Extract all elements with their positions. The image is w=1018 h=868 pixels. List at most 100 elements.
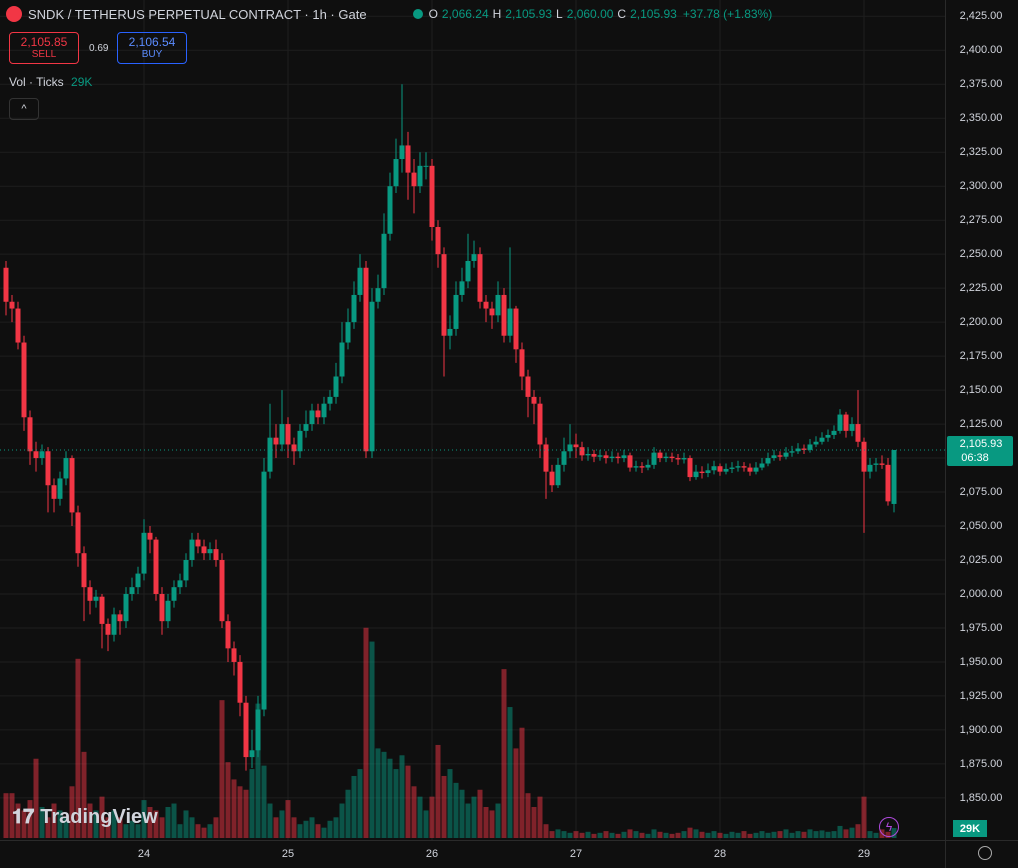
candle-body [165,600,171,622]
volume-bar [537,796,543,838]
volume-bar [507,707,513,838]
volume-bar [249,769,255,838]
candle-body [429,165,435,227]
candle-body [717,466,723,472]
volume-bar [573,831,579,838]
y-tick-label: 1,925.00 [960,690,1003,702]
volume-bar [795,831,801,838]
y-tick-label: 2,325.00 [960,146,1003,158]
ohlc-key: C [617,7,627,21]
candle-body [777,455,783,457]
candle-body [843,414,849,431]
volume-bar [153,810,159,838]
collapse-button[interactable]: ^ [9,98,39,120]
brand-icon: 𝟏𝟕 [12,806,35,828]
candle-body [597,455,603,457]
volume-bar [159,817,165,838]
candle-body [51,485,57,499]
candle-body [45,451,51,486]
volume-bar [417,796,423,838]
sell-label: SELL [31,49,57,60]
candle-body [513,308,519,350]
buy-button[interactable]: 2,106.54 BUY [117,32,187,64]
volume-bar [861,796,867,838]
volume-bar [351,775,357,838]
candle-body [789,451,795,453]
volume-bar [123,824,129,838]
settings-button[interactable] [978,846,992,860]
volume-bar [759,831,765,838]
change: +37.78 (+1.83%) [682,7,773,21]
candle-body [807,444,813,450]
volume-bar [405,765,411,838]
candle-body [219,560,225,622]
volume-bar [495,803,501,838]
candle-body [63,458,69,479]
candle-body [33,451,39,459]
volume-bar [675,832,681,838]
candle-body [669,456,675,459]
candle-body [741,466,747,468]
volume-bar [825,831,831,838]
candle-body [399,145,405,160]
candle-body [621,455,627,459]
volume-bar [243,789,249,838]
chart-title[interactable]: SNDK / TETHERUS PERPETUAL CONTRACT · 1h … [28,6,367,22]
volume-bar [429,796,435,838]
candle-body [537,403,543,445]
candle-body [465,260,471,282]
candle-body [687,458,693,478]
volume-bar [9,793,15,838]
volume-bar [261,765,267,838]
ohlc-value: 2,105.93 [630,7,677,21]
volume-bar [843,829,849,838]
candle-body [453,294,459,329]
candle-body [201,546,207,554]
candle-body [627,455,633,468]
volume-bar [87,803,93,838]
candle-body [633,466,639,468]
candle-body [603,455,609,459]
volume-bar [561,831,567,838]
candle-body [561,451,567,465]
volume-bar [99,796,105,838]
candle-body [681,458,687,460]
volume-bar [177,824,183,838]
candle-body [273,437,279,445]
volume-bar [477,789,483,838]
candle-body [369,301,375,452]
candle-body [351,294,357,323]
candle-body [279,424,285,445]
volume-bar [771,831,777,838]
ohlc-key: L [556,7,563,21]
volume-bar [309,817,315,838]
candle-body [75,512,81,554]
candle-body [459,281,465,295]
buy-price: 2,106.54 [128,35,176,49]
volume-bar [735,832,741,838]
volume-bar [765,832,771,838]
volume-bar [297,824,303,838]
candle-body [507,308,513,336]
spread: 0.69 [89,43,109,54]
volume-bar [345,789,351,838]
volume-bar [639,832,645,838]
volume-bar [147,806,153,838]
volume-bar [303,820,309,838]
candle-body [519,349,525,377]
volume-bar [93,810,99,838]
candle-body [159,593,165,622]
volume-bar [339,803,345,838]
y-tick-label: 2,225.00 [960,282,1003,294]
y-tick-label: 2,375.00 [960,78,1003,90]
volume-bar [501,669,507,838]
lightning-button[interactable]: ϟ [879,817,899,837]
candle-body [801,448,807,450]
volume-bar [543,824,549,838]
candle-body [81,553,87,588]
sell-button[interactable]: 2,105.85 SELL [9,32,79,64]
candle-body [195,539,201,547]
volume-bar [435,744,441,838]
x-tick-label: 25 [282,848,294,860]
y-tick-label: 1,850.00 [960,792,1003,804]
